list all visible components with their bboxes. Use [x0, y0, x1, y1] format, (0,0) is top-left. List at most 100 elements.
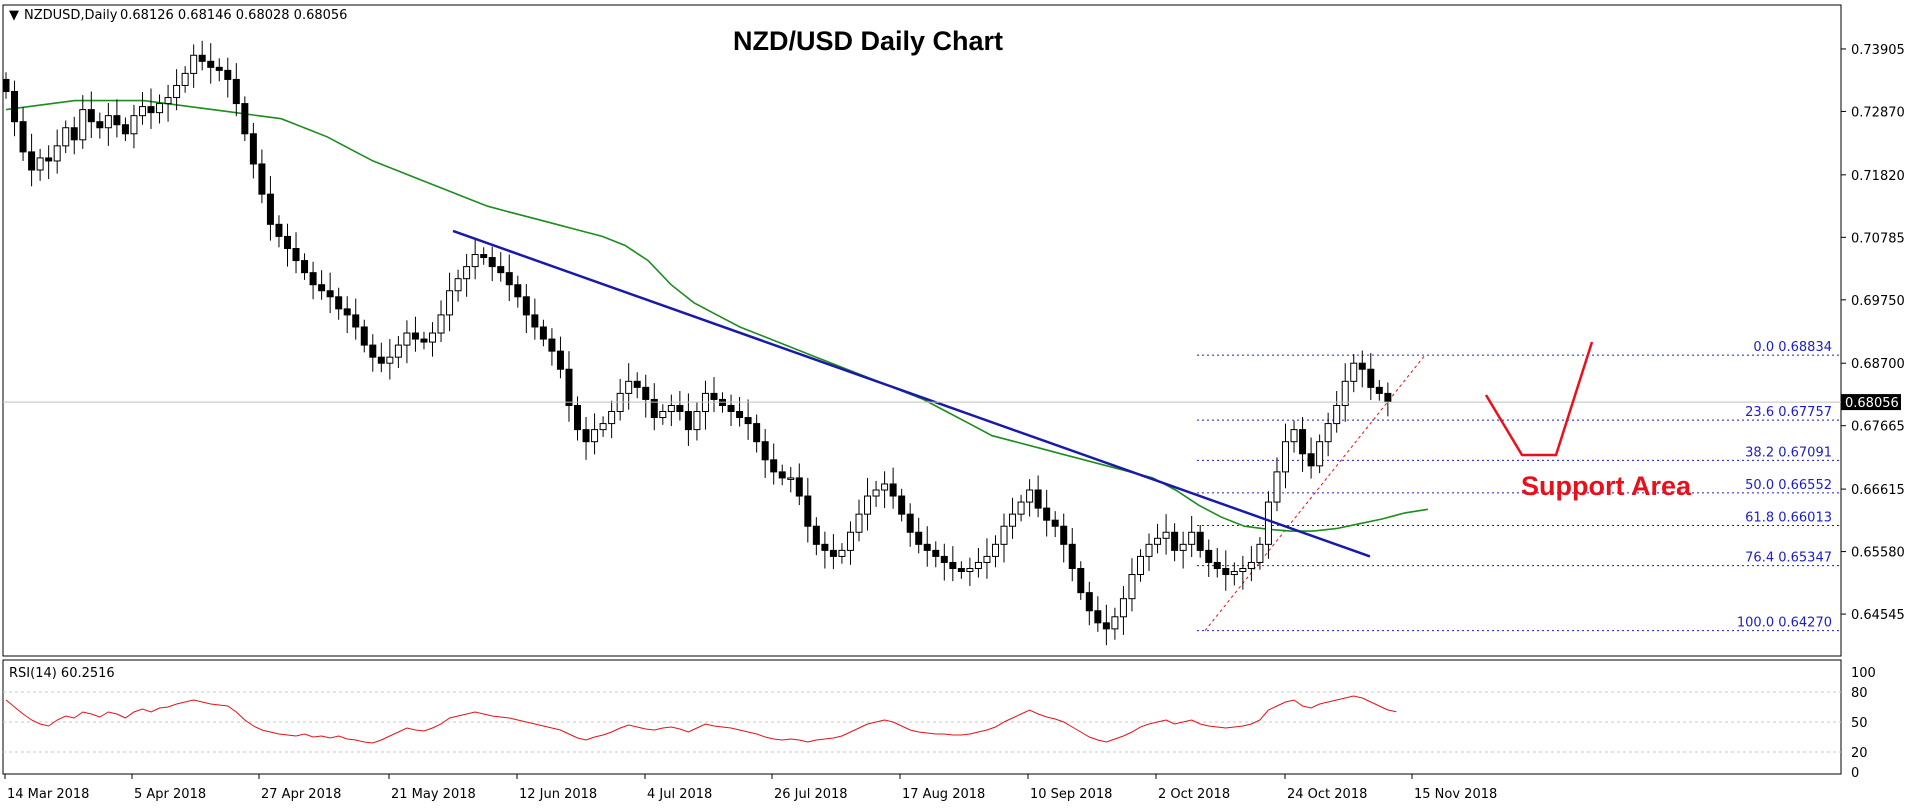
candle-body	[335, 296, 343, 310]
candle-body	[761, 441, 769, 461]
x-tick-label: 4 Jul 2018	[647, 787, 712, 802]
rsi-tick-label: 0	[1851, 766, 1859, 781]
candle-body	[292, 247, 300, 262]
candle-body	[574, 404, 582, 431]
candle-body	[1230, 571, 1238, 576]
candle-body	[812, 525, 820, 545]
header-triangle-icon: ▼	[9, 8, 19, 23]
candle-body	[190, 54, 198, 74]
x-tick-label: 5 Apr 2018	[134, 787, 206, 802]
candle-body	[104, 115, 112, 129]
rsi-line	[5, 695, 1397, 744]
candle-body	[19, 121, 27, 153]
candle-body	[394, 344, 402, 358]
candle-body	[667, 404, 675, 413]
candle-body	[156, 103, 164, 114]
rsi-tick-label: 80	[1851, 686, 1868, 701]
x-tick-label: 24 Oct 2018	[1287, 787, 1367, 802]
y-tick-label: 0.70785	[1851, 231, 1905, 246]
x-tick-label: 17 Aug 2018	[902, 787, 985, 802]
x-tick-label: 21 May 2018	[391, 787, 476, 802]
candle-body	[36, 157, 44, 171]
candle-body	[1102, 622, 1110, 630]
candle-body	[1384, 392, 1392, 403]
candle-body	[45, 157, 53, 162]
candle-body	[957, 567, 965, 573]
candle-body	[1043, 507, 1051, 521]
symbol-label: NZDUSD,Daily	[24, 8, 118, 23]
current-price-label: 0.68056	[1845, 396, 1899, 411]
candle-body	[1367, 368, 1375, 388]
candle-body	[241, 103, 249, 135]
candle-body	[480, 254, 488, 259]
candle-body	[343, 308, 351, 316]
rsi-tick-label: 20	[1851, 746, 1868, 761]
candle-body	[599, 423, 607, 431]
candle-body	[1213, 561, 1221, 569]
support-area-label: Support Area	[1521, 471, 1692, 501]
y-tick-label: 0.68700	[1851, 357, 1905, 372]
candle-body	[932, 549, 940, 557]
rsi-tick-label: 100	[1851, 666, 1876, 681]
candle-body	[360, 326, 368, 346]
candle-body	[87, 109, 95, 123]
candle-body	[974, 561, 982, 569]
candle-body	[727, 404, 735, 413]
candle-body	[283, 235, 291, 249]
fib-level-label: 61.8 0.66013	[1745, 510, 1832, 525]
y-tick-label: 0.67665	[1851, 420, 1905, 435]
y-tick-label: 0.64545	[1851, 608, 1905, 623]
rsi-indicator: 100 80 50 20 0	[3, 666, 1876, 781]
candle-body	[582, 429, 590, 443]
chart-title: NZD/USD Daily Chart	[733, 26, 1003, 56]
candle-body	[889, 483, 897, 497]
candle-body	[1136, 555, 1144, 576]
candle-body	[633, 380, 641, 388]
candle-body	[352, 314, 360, 328]
candle-body	[1128, 574, 1136, 600]
candle-body	[642, 386, 650, 400]
x-axis-labels: 14 Mar 2018 5 Apr 2018 27 Apr 2018 21 May 2…	[4, 774, 1497, 802]
candle-body	[531, 314, 539, 328]
candle-body	[1307, 453, 1315, 467]
candle-body	[369, 344, 377, 358]
fib-level-label: 23.6 0.67757	[1745, 405, 1832, 420]
candle-body	[591, 429, 599, 443]
candle-body	[940, 555, 948, 563]
candle-body	[113, 115, 121, 126]
candle-body	[505, 272, 513, 286]
candle-body	[420, 338, 428, 343]
candle-body	[966, 567, 974, 573]
candle-body	[446, 290, 454, 316]
candle-body	[565, 368, 573, 406]
candle-body	[804, 495, 812, 527]
candle-body	[215, 66, 223, 71]
fib-level-label: 38.2 0.67091	[1745, 445, 1832, 460]
candle-body	[164, 97, 172, 105]
fib-level-label: 0.0 0.68834	[1753, 340, 1832, 355]
candle-body	[1094, 610, 1102, 624]
candle-body	[1239, 567, 1247, 573]
fib-anchor-line	[1204, 354, 1426, 631]
candle-body	[770, 459, 778, 473]
candle-body	[1341, 380, 1349, 406]
candle-body	[846, 531, 854, 551]
candle-body	[1205, 549, 1213, 563]
candle-body	[838, 549, 846, 557]
candle-body	[1299, 429, 1307, 455]
candle-body	[1162, 531, 1170, 539]
candle-body	[471, 254, 479, 268]
candle-body	[881, 483, 889, 491]
candle-body	[318, 284, 326, 292]
candle-body	[1068, 543, 1076, 569]
candle-body	[1171, 531, 1179, 551]
rsi-tick-label: 50	[1851, 716, 1868, 731]
candle-body	[556, 350, 564, 370]
candle-body	[923, 543, 931, 551]
candle-body	[684, 411, 692, 431]
candle-body	[1009, 513, 1017, 527]
candle-body	[1350, 362, 1358, 382]
candle-body	[949, 561, 957, 569]
candle-body	[11, 91, 19, 123]
